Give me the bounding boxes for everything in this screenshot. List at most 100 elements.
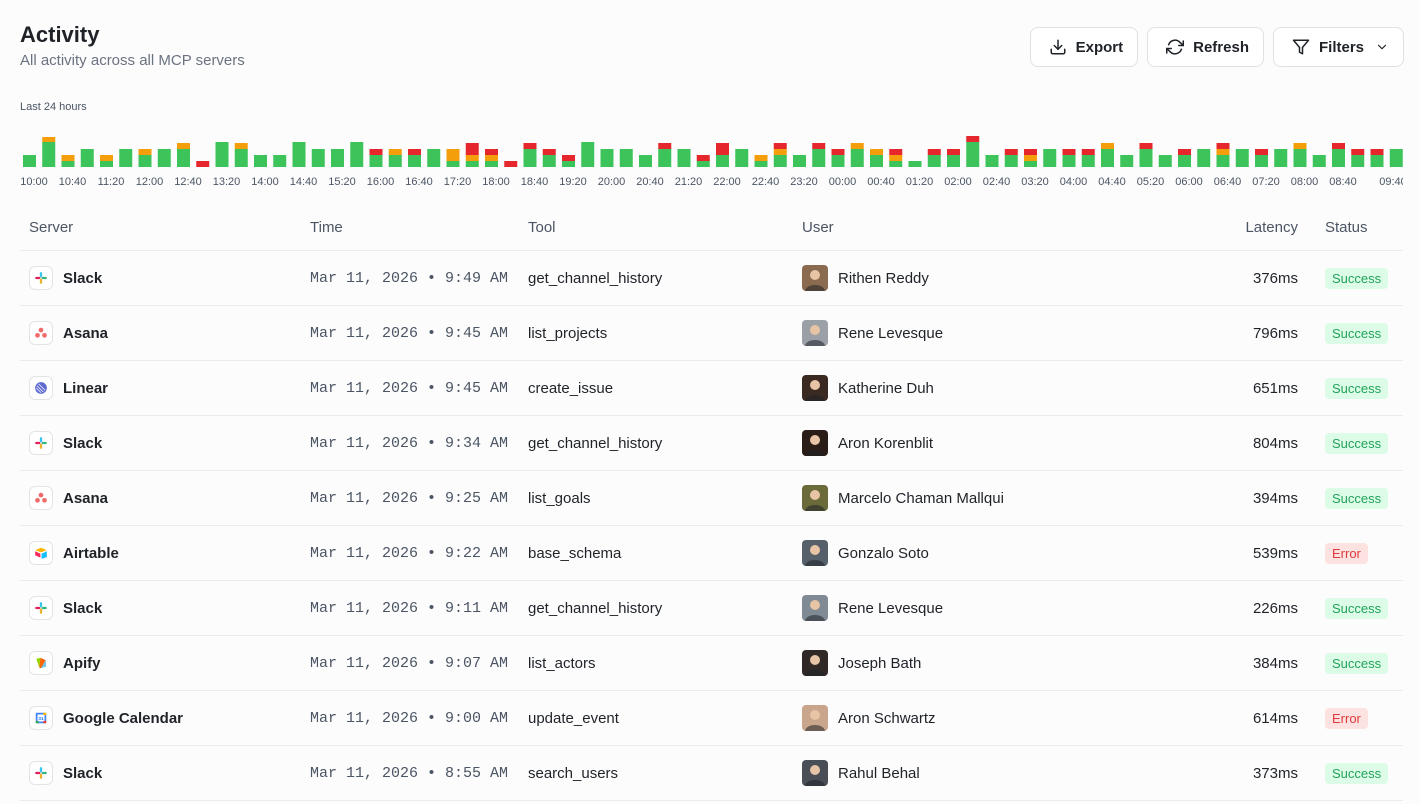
chart-bar-segment[interactable]	[696, 161, 710, 167]
refresh-button[interactable]: Refresh	[1147, 27, 1264, 67]
chart-bar-segment[interactable]	[1139, 143, 1153, 149]
chart-bar-segment[interactable]	[465, 161, 479, 167]
chart-bar-segment[interactable]	[196, 161, 210, 167]
chart-bar-segment[interactable]	[23, 155, 36, 167]
chart-bar-segment[interactable]	[369, 149, 383, 155]
chart-bar-segment[interactable]	[446, 161, 460, 167]
chart-bar-segment[interactable]	[273, 155, 287, 167]
chart-bar-segment[interactable]	[1351, 149, 1365, 155]
chart-bar-segment[interactable]	[985, 155, 999, 167]
chart-bar-segment[interactable]	[793, 155, 806, 167]
chart-bar-segment[interactable]	[523, 149, 537, 167]
chart-bar-segment[interactable]	[177, 149, 190, 167]
table-row[interactable]: Asana Mar 11, 2026 • 9:45 AM list_projects…	[20, 306, 1403, 361]
chart-bar-segment[interactable]	[735, 149, 749, 167]
table-row[interactable]: Slack Mar 11, 2026 • 8:55 AM search_users R…	[20, 746, 1403, 801]
chart-bar-segment[interactable]	[1024, 149, 1037, 155]
chart-bar-segment[interactable]	[754, 155, 768, 161]
chart-bar-segment[interactable]	[1312, 155, 1326, 167]
chart-bar-segment[interactable]	[408, 149, 421, 155]
chart-bar-segment[interactable]	[1370, 155, 1384, 167]
chart-bar-segment[interactable]	[1216, 155, 1230, 167]
chart-bar-segment[interactable]	[61, 155, 75, 161]
chart-bar-segment[interactable]	[889, 161, 903, 167]
chart-bar-segment[interactable]	[754, 161, 768, 167]
chart-bar-segment[interactable]	[1216, 149, 1230, 155]
chart-bar-segment[interactable]	[1197, 149, 1211, 167]
chart-bar-segment[interactable]	[1274, 149, 1288, 167]
chart-bar-segment[interactable]	[465, 155, 479, 161]
chart-bar-segment[interactable]	[1332, 149, 1345, 167]
chart-bar-segment[interactable]	[812, 149, 826, 167]
chart-bar-segment[interactable]	[446, 149, 460, 161]
chart-bar-segment[interactable]	[292, 142, 306, 167]
chart-bar-segment[interactable]	[1389, 149, 1403, 167]
chart-bar-segment[interactable]	[100, 161, 113, 167]
chart-bar-segment[interactable]	[1235, 149, 1249, 167]
chart-bar-segment[interactable]	[1101, 149, 1114, 167]
chart-bar-segment[interactable]	[388, 155, 402, 167]
table-row[interactable]: 31 Google Calendar Mar 11, 2026 • 9:00 AM u…	[20, 691, 1403, 746]
chart-bar-segment[interactable]	[138, 155, 152, 167]
column-header-latency[interactable]: Latency	[1245, 218, 1298, 236]
chart-bar-segment[interactable]	[870, 149, 883, 155]
table-row[interactable]: Apify Mar 11, 2026 • 9:07 AM list_actors Jo…	[20, 636, 1403, 691]
table-row[interactable]: Slack Mar 11, 2026 • 9:34 AM get_channel_h…	[20, 416, 1403, 471]
chart-bar-segment[interactable]	[542, 155, 556, 167]
chart-bar-segment[interactable]	[1178, 155, 1191, 167]
column-header-user[interactable]: User	[802, 218, 834, 236]
chart-bar-segment[interactable]	[600, 149, 614, 167]
chart-bar-segment[interactable]	[716, 155, 729, 167]
filters-button[interactable]: Filters	[1272, 27, 1404, 67]
chart-bar-segment[interactable]	[138, 149, 152, 155]
chart-bar-segment[interactable]	[234, 149, 248, 167]
chart-bar-segment[interactable]	[1178, 149, 1191, 155]
chart-bar-segment[interactable]	[234, 143, 248, 149]
chart-bar-segment[interactable]	[119, 149, 133, 167]
chart-bar-segment[interactable]	[80, 149, 94, 167]
chart-bar-segment[interactable]	[1062, 155, 1076, 167]
chart-bar-segment[interactable]	[1120, 155, 1134, 167]
chart-bar-segment[interactable]	[947, 155, 960, 167]
chart-bar-segment[interactable]	[966, 142, 980, 167]
chart-bar-segment[interactable]	[831, 149, 845, 155]
chart-bar-segment[interactable]	[1062, 149, 1076, 155]
chart-bar-segment[interactable]	[465, 143, 479, 155]
chart-bar-segment[interactable]	[42, 142, 56, 167]
chart-bar-segment[interactable]	[254, 155, 267, 167]
chart-bar-segment[interactable]	[1024, 155, 1037, 161]
chart-bar-segment[interactable]	[1081, 149, 1095, 155]
chart-bar-segment[interactable]	[908, 161, 922, 167]
column-header-tool[interactable]: Tool	[528, 218, 556, 236]
chart-bar-segment[interactable]	[408, 155, 421, 167]
chart-bar-segment[interactable]	[542, 149, 556, 155]
table-row[interactable]: Asana Mar 11, 2026 • 9:25 AM list_goals Mar…	[20, 471, 1403, 526]
chart-bar-segment[interactable]	[619, 149, 633, 167]
chart-bar-segment[interactable]	[889, 155, 903, 161]
chart-bar-segment[interactable]	[581, 142, 595, 167]
chart-bar-segment[interactable]	[696, 155, 710, 161]
chart-bar-segment[interactable]	[1332, 143, 1345, 149]
chart-bar-segment[interactable]	[1216, 143, 1230, 149]
chart-bar-segment[interactable]	[157, 149, 171, 167]
chart-bar-segment[interactable]	[485, 161, 498, 167]
chart-bar-segment[interactable]	[773, 143, 787, 149]
table-row[interactable]: Slack Mar 11, 2026 • 9:49 AM get_channel_h…	[20, 251, 1403, 306]
chart-bar-segment[interactable]	[562, 161, 575, 167]
chart-bar-segment[interactable]	[677, 149, 691, 167]
chart-bar-segment[interactable]	[177, 143, 190, 149]
chart-bar-segment[interactable]	[1004, 155, 1018, 167]
chart-bar-segment[interactable]	[927, 149, 941, 155]
chart-bar-segment[interactable]	[716, 143, 729, 155]
chart-bar-segment[interactable]	[773, 155, 787, 167]
chart-bar-segment[interactable]	[1255, 155, 1268, 167]
column-header-server[interactable]: Server	[29, 218, 74, 236]
chart-bar-segment[interactable]	[1101, 143, 1114, 149]
chart-bar-segment[interactable]	[889, 149, 903, 155]
chart-bar-segment[interactable]	[966, 136, 980, 142]
table-row[interactable]: Airtable Mar 11, 2026 • 9:22 AM base_schem…	[20, 526, 1403, 581]
column-header-time[interactable]: Time	[310, 218, 343, 236]
chart-bar-segment[interactable]	[42, 137, 56, 142]
chart-bar-segment[interactable]	[1255, 149, 1268, 155]
export-button[interactable]: Export	[1029, 27, 1139, 67]
